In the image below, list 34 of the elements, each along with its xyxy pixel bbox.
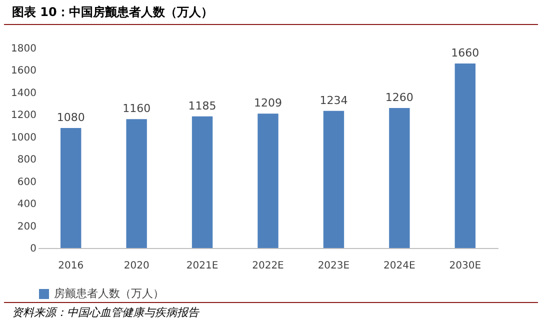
chart-title: 图表 10：中国房颤患者人数（万人） xyxy=(4,0,538,25)
y-tick-label: 1200 xyxy=(11,110,36,122)
y-tick-label: 0 xyxy=(30,244,36,254)
y-tick-label: 1000 xyxy=(11,132,36,144)
bar xyxy=(192,116,213,248)
x-tick-label: 2022E xyxy=(252,260,284,272)
bar xyxy=(389,108,410,248)
data-label: 1185 xyxy=(188,99,216,112)
x-tick-label: 2030E xyxy=(449,260,482,272)
y-tick-label: 1400 xyxy=(11,88,36,99)
bar xyxy=(454,64,476,248)
bar xyxy=(126,119,147,248)
bar xyxy=(258,114,278,248)
data-label: 1660 xyxy=(451,46,480,60)
x-tick-label: 2023E xyxy=(318,260,350,272)
x-tick-label: 2021E xyxy=(186,260,218,272)
legend-label: 房颤患者人数（万人） xyxy=(54,287,164,300)
y-tick-label: 800 xyxy=(17,154,36,166)
bar xyxy=(323,110,344,248)
y-tick-label: 400 xyxy=(17,199,36,210)
data-label: 1209 xyxy=(254,96,282,110)
data-label: 1160 xyxy=(122,102,151,116)
x-tick-label: 2024E xyxy=(384,260,416,272)
text: 资料来源：中国心血管健康与疾病报告 xyxy=(4,302,538,322)
x-tick-label: 2016 xyxy=(58,260,84,272)
x-tick-label: 2020 xyxy=(124,260,150,272)
data-label: 1234 xyxy=(320,94,348,107)
bar xyxy=(60,128,82,248)
y-tick-label: 1600 xyxy=(11,66,36,77)
y-tick-label: 600 xyxy=(17,176,36,188)
y-tick-label: 200 xyxy=(17,221,36,232)
data-label: 1260 xyxy=(385,91,414,104)
y-tick-label: 1800 xyxy=(11,44,36,54)
data-label: 1080 xyxy=(56,111,85,124)
